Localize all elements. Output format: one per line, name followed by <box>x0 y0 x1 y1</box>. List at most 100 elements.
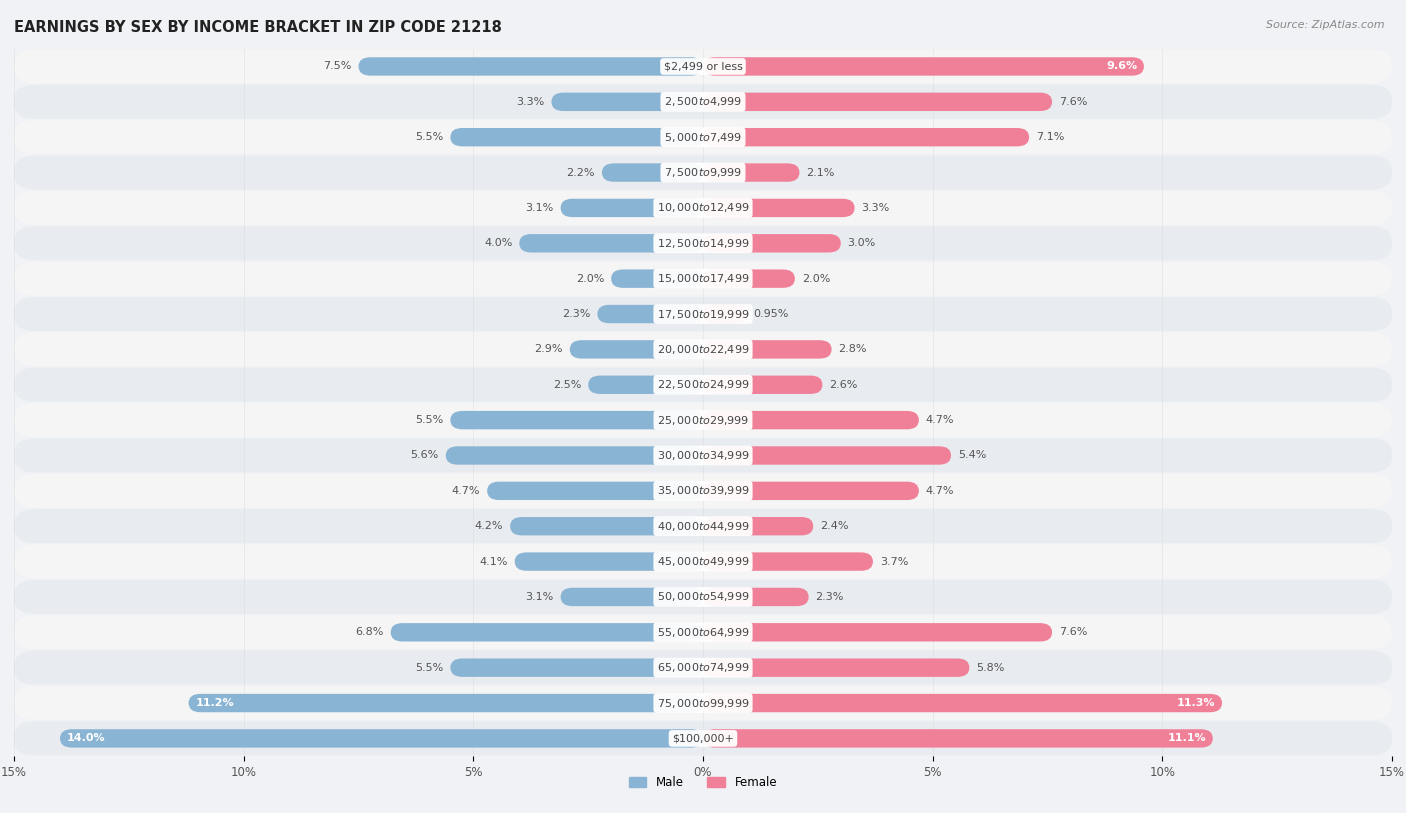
FancyBboxPatch shape <box>703 340 831 359</box>
FancyBboxPatch shape <box>602 163 703 182</box>
Text: $2,500 to $4,999: $2,500 to $4,999 <box>664 95 742 108</box>
FancyBboxPatch shape <box>519 234 703 253</box>
FancyBboxPatch shape <box>515 552 703 571</box>
FancyBboxPatch shape <box>551 93 703 111</box>
Text: 7.1%: 7.1% <box>1036 133 1064 142</box>
Text: 2.3%: 2.3% <box>562 309 591 319</box>
Text: $25,000 to $29,999: $25,000 to $29,999 <box>657 414 749 427</box>
Legend: Male, Female: Male, Female <box>628 776 778 789</box>
Text: $40,000 to $44,999: $40,000 to $44,999 <box>657 520 749 533</box>
Text: 2.9%: 2.9% <box>534 345 562 354</box>
FancyBboxPatch shape <box>14 615 1392 650</box>
Text: 3.3%: 3.3% <box>516 97 544 107</box>
Text: 2.5%: 2.5% <box>553 380 581 389</box>
Text: 2.3%: 2.3% <box>815 592 844 602</box>
FancyBboxPatch shape <box>703 411 920 429</box>
FancyBboxPatch shape <box>14 226 1392 260</box>
FancyBboxPatch shape <box>14 50 1392 84</box>
FancyBboxPatch shape <box>14 333 1392 367</box>
Text: 2.1%: 2.1% <box>807 167 835 177</box>
Text: $55,000 to $64,999: $55,000 to $64,999 <box>657 626 749 639</box>
Text: $100,000+: $100,000+ <box>672 733 734 743</box>
Text: 5.6%: 5.6% <box>411 450 439 460</box>
Text: 3.1%: 3.1% <box>526 592 554 602</box>
FancyBboxPatch shape <box>703 269 794 288</box>
Text: EARNINGS BY SEX BY INCOME BRACKET IN ZIP CODE 21218: EARNINGS BY SEX BY INCOME BRACKET IN ZIP… <box>14 20 502 35</box>
FancyBboxPatch shape <box>14 262 1392 296</box>
FancyBboxPatch shape <box>612 269 703 288</box>
Text: 3.1%: 3.1% <box>526 203 554 213</box>
Text: 11.1%: 11.1% <box>1167 733 1206 743</box>
FancyBboxPatch shape <box>391 623 703 641</box>
FancyBboxPatch shape <box>450 128 703 146</box>
FancyBboxPatch shape <box>14 721 1392 755</box>
FancyBboxPatch shape <box>703 729 1213 748</box>
Text: 2.6%: 2.6% <box>830 380 858 389</box>
FancyBboxPatch shape <box>14 474 1392 508</box>
FancyBboxPatch shape <box>14 403 1392 437</box>
Text: Source: ZipAtlas.com: Source: ZipAtlas.com <box>1267 20 1385 30</box>
FancyBboxPatch shape <box>703 623 1052 641</box>
FancyBboxPatch shape <box>188 693 703 712</box>
Text: 4.7%: 4.7% <box>925 486 955 496</box>
Text: 5.5%: 5.5% <box>415 133 443 142</box>
FancyBboxPatch shape <box>486 481 703 500</box>
FancyBboxPatch shape <box>703 305 747 324</box>
Text: $15,000 to $17,499: $15,000 to $17,499 <box>657 272 749 285</box>
FancyBboxPatch shape <box>703 57 1144 76</box>
Text: $17,500 to $19,999: $17,500 to $19,999 <box>657 307 749 320</box>
FancyBboxPatch shape <box>14 191 1392 225</box>
FancyBboxPatch shape <box>510 517 703 536</box>
FancyBboxPatch shape <box>60 729 703 748</box>
Text: 7.5%: 7.5% <box>323 62 352 72</box>
Text: $22,500 to $24,999: $22,500 to $24,999 <box>657 378 749 391</box>
Text: 2.2%: 2.2% <box>567 167 595 177</box>
FancyBboxPatch shape <box>14 580 1392 614</box>
Text: 2.4%: 2.4% <box>820 521 849 531</box>
Text: $2,499 or less: $2,499 or less <box>664 62 742 72</box>
Text: $20,000 to $22,499: $20,000 to $22,499 <box>657 343 749 356</box>
Text: 14.0%: 14.0% <box>67 733 105 743</box>
FancyBboxPatch shape <box>14 545 1392 579</box>
FancyBboxPatch shape <box>14 297 1392 331</box>
FancyBboxPatch shape <box>14 367 1392 402</box>
Text: 4.1%: 4.1% <box>479 557 508 567</box>
Text: 11.3%: 11.3% <box>1177 698 1215 708</box>
Text: $7,500 to $9,999: $7,500 to $9,999 <box>664 166 742 179</box>
Text: 2.8%: 2.8% <box>838 345 868 354</box>
FancyBboxPatch shape <box>14 509 1392 543</box>
Text: 3.7%: 3.7% <box>880 557 908 567</box>
Text: $65,000 to $74,999: $65,000 to $74,999 <box>657 661 749 674</box>
Text: $45,000 to $49,999: $45,000 to $49,999 <box>657 555 749 568</box>
Text: 5.4%: 5.4% <box>957 450 986 460</box>
FancyBboxPatch shape <box>14 85 1392 119</box>
Text: 9.6%: 9.6% <box>1107 62 1137 72</box>
Text: $35,000 to $39,999: $35,000 to $39,999 <box>657 485 749 498</box>
Text: $10,000 to $12,499: $10,000 to $12,499 <box>657 202 749 215</box>
FancyBboxPatch shape <box>703 446 950 465</box>
FancyBboxPatch shape <box>446 446 703 465</box>
Text: 4.7%: 4.7% <box>451 486 481 496</box>
FancyBboxPatch shape <box>588 376 703 394</box>
FancyBboxPatch shape <box>14 120 1392 154</box>
Text: 0.95%: 0.95% <box>754 309 789 319</box>
Text: 2.0%: 2.0% <box>801 274 830 284</box>
FancyBboxPatch shape <box>598 305 703 324</box>
FancyBboxPatch shape <box>703 163 800 182</box>
FancyBboxPatch shape <box>14 650 1392 685</box>
Text: 11.2%: 11.2% <box>195 698 235 708</box>
FancyBboxPatch shape <box>450 411 703 429</box>
Text: 4.2%: 4.2% <box>475 521 503 531</box>
Text: 5.8%: 5.8% <box>976 663 1005 672</box>
FancyBboxPatch shape <box>703 128 1029 146</box>
Text: 2.0%: 2.0% <box>576 274 605 284</box>
Text: 6.8%: 6.8% <box>356 628 384 637</box>
Text: 5.5%: 5.5% <box>415 663 443 672</box>
FancyBboxPatch shape <box>703 93 1052 111</box>
FancyBboxPatch shape <box>703 481 920 500</box>
FancyBboxPatch shape <box>703 234 841 253</box>
Text: $30,000 to $34,999: $30,000 to $34,999 <box>657 449 749 462</box>
FancyBboxPatch shape <box>703 198 855 217</box>
FancyBboxPatch shape <box>14 438 1392 472</box>
Text: $5,000 to $7,499: $5,000 to $7,499 <box>664 131 742 144</box>
